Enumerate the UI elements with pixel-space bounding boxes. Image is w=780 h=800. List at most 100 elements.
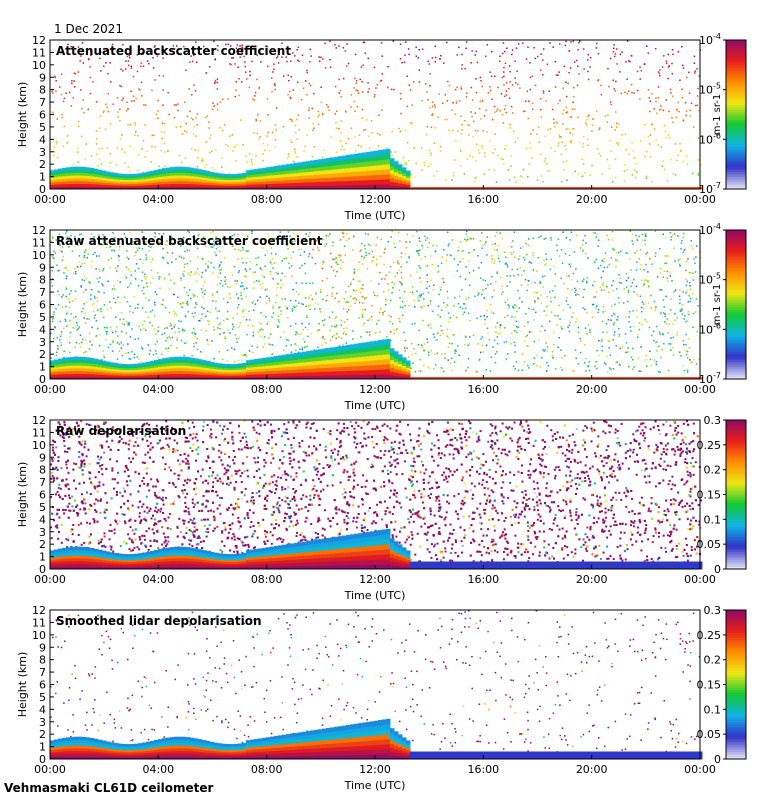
y-tick-label: 5 (39, 501, 46, 514)
x-tick-label: 12:00 (359, 193, 391, 206)
boundary-layer (50, 528, 703, 570)
colorbar-units: m-1 sr-1 (712, 94, 723, 136)
boundary-layer (50, 338, 703, 380)
colorbar-tick-label: 10-6 (699, 131, 721, 146)
x-tick-label: 12:00 (359, 763, 391, 776)
y-tick-label: 11 (32, 46, 46, 59)
y-tick-label: 4 (39, 323, 46, 336)
panel-title: Raw attenuated backscatter coefficient (56, 234, 323, 248)
panel-4: Smoothed lidar depolarisation01234567891… (16, 604, 747, 792)
y-tick-label: 12 (32, 604, 46, 617)
y-axis-label: Height (km) (16, 82, 29, 148)
y-tick-label: 6 (39, 109, 46, 122)
panel-1: Attenuated backscatter coefficient012345… (16, 32, 747, 222)
y-tick-label: 2 (39, 728, 46, 741)
x-tick-label: 04:00 (142, 763, 174, 776)
y-tick-label: 9 (39, 261, 46, 274)
x-tick-label: 04:00 (142, 193, 174, 206)
panel-title: Attenuated backscatter coefficient (56, 44, 291, 58)
colorbar-tick-label: 0.05 (697, 728, 722, 741)
x-tick-label: 20:00 (576, 573, 608, 586)
y-tick-label: 4 (39, 513, 46, 526)
x-tick-label: 00:00 (684, 763, 716, 776)
y-axis-label: Height (km) (16, 272, 29, 338)
colorbar-tick-label: 10-6 (699, 321, 721, 336)
x-tick-label: 00:00 (34, 193, 66, 206)
x-tick-label: 00:00 (34, 573, 66, 586)
x-tick-label: 12:00 (359, 383, 391, 396)
y-tick-label: 5 (39, 691, 46, 704)
y-tick-label: 11 (32, 616, 46, 629)
colorbar-tick-label: 0.2 (704, 654, 722, 667)
y-tick-label: 10 (32, 59, 46, 72)
colorbar-tick-label: 0.15 (697, 679, 722, 692)
noise-layer (51, 40, 701, 183)
x-axis-label: Time (UTC) (344, 779, 406, 792)
y-tick-label: 5 (39, 121, 46, 134)
colorbar-tick-label: 0.25 (697, 439, 722, 452)
x-tick-label: 20:00 (576, 383, 608, 396)
x-tick-label: 00:00 (34, 763, 66, 776)
x-tick-label: 08:00 (251, 573, 283, 586)
y-tick-label: 3 (39, 146, 46, 159)
noise-layer (50, 610, 701, 753)
boundary-layer (50, 718, 703, 760)
x-tick-label: 00:00 (684, 573, 716, 586)
y-tick-label: 3 (39, 716, 46, 729)
y-tick-label: 6 (39, 489, 46, 502)
x-tick-label: 08:00 (251, 193, 283, 206)
y-tick-label: 2 (39, 348, 46, 361)
panel-title: Raw depolarisation (56, 424, 186, 438)
panel-title: Smoothed lidar depolarisation (56, 614, 262, 628)
colorbar-tick-label: 0.1 (704, 703, 722, 716)
x-tick-label: 20:00 (576, 193, 608, 206)
y-tick-label: 8 (39, 84, 46, 97)
colorbar-tick-label: 10-4 (699, 222, 721, 237)
y-tick-label: 7 (39, 476, 46, 489)
y-tick-label: 1 (39, 171, 46, 184)
x-tick-label: 08:00 (251, 763, 283, 776)
y-tick-label: 5 (39, 311, 46, 324)
colorbar-frame (725, 229, 747, 380)
y-tick-label: 12 (32, 414, 46, 427)
y-tick-label: 4 (39, 133, 46, 146)
x-axis-label: Time (UTC) (344, 399, 406, 412)
colorbar-tick-label: 0 (714, 753, 721, 766)
colorbar-tick-label: 10-7 (699, 181, 721, 196)
colorbar-tick-label: 10-4 (699, 32, 721, 47)
y-tick-label: 9 (39, 71, 46, 84)
colorbar-tick-label: 0.15 (697, 489, 722, 502)
date-label: 1 Dec 2021 (54, 22, 124, 36)
y-tick-label: 2 (39, 538, 46, 551)
colorbar-tick-label: 0.2 (704, 464, 722, 477)
colorbar: 0 0.05 0.1 0.15 0.2 0.25 0.3 (697, 414, 747, 576)
colorbar: 10-7 10-6 10-5 10-4 m-1 sr-1 (699, 32, 747, 196)
y-tick-label: 7 (39, 666, 46, 679)
x-axis-label: Time (UTC) (344, 589, 406, 602)
x-tick-label: 00:00 (684, 193, 716, 206)
y-tick-label: 8 (39, 464, 46, 477)
colorbar-tick-label: 0.3 (704, 414, 722, 427)
y-tick-label: 10 (32, 249, 46, 262)
colorbar-units: m-1 sr-1 (712, 284, 723, 326)
x-tick-label: 16:00 (467, 763, 499, 776)
panel-2: Raw attenuated backscatter coefficient01… (16, 222, 747, 412)
colorbar-tick-label: 0.1 (704, 513, 722, 526)
x-tick-label: 20:00 (576, 763, 608, 776)
colorbar: 10-7 10-6 10-5 10-4 m-1 sr-1 (699, 222, 747, 386)
x-tick-label: 16:00 (467, 573, 499, 586)
colorbar-tick-label: 0.3 (704, 604, 722, 617)
y-tick-label: 6 (39, 679, 46, 692)
y-tick-label: 9 (39, 641, 46, 654)
x-tick-label: 04:00 (142, 573, 174, 586)
y-tick-label: 10 (32, 439, 46, 452)
y-tick-label: 0 (39, 183, 46, 196)
noise-layer (50, 230, 702, 373)
y-tick-label: 8 (39, 654, 46, 667)
colorbar-tick-label: 10-5 (699, 82, 721, 97)
x-tick-label: 16:00 (467, 193, 499, 206)
y-tick-label: 7 (39, 96, 46, 109)
y-tick-label: 7 (39, 286, 46, 299)
